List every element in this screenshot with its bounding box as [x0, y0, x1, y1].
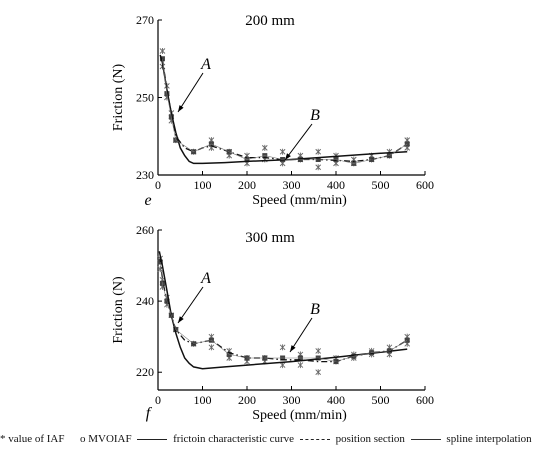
- panel-e-x-tick-label: 400: [327, 178, 345, 192]
- panel-f-annotation-arrowhead: [290, 345, 296, 352]
- panel-e-annotation-a: A: [200, 56, 211, 73]
- panel-e-annotation-arrowhead: [285, 153, 291, 160]
- panel-f-iaf-point: [297, 362, 304, 369]
- panel-f-annotation-b: B: [310, 301, 320, 318]
- panel-f-iaf-point: [315, 347, 322, 354]
- panel-f-x-tick-label: 300: [283, 393, 301, 407]
- panel-e-frictoin-characteristic-curve-line: [159, 54, 408, 165]
- legend-spline-swatch: [410, 438, 441, 440]
- panel-e-annotation-b: B: [310, 107, 320, 124]
- panel-f-x-tick-label: 600: [416, 393, 434, 407]
- panel-e-iaf-point: [279, 148, 286, 155]
- panel-e-x-tick-label: 500: [372, 178, 390, 192]
- panel-e-y-tick-label: 230: [136, 168, 154, 182]
- panel-f-title: 300 mm: [245, 230, 295, 246]
- panel-e-y-tick-label: 250: [136, 91, 154, 105]
- panel-f-x-tick-label: 0: [155, 393, 161, 407]
- panel-e-mvoiaf-point: [159, 56, 165, 62]
- panel-e-annotation-arrowhead: [178, 105, 184, 112]
- panel-f-x-tick-label: 500: [372, 393, 390, 407]
- panel-f-y-tick-label: 220: [136, 365, 154, 379]
- panel-f-y-tick-label: 260: [136, 223, 154, 237]
- panel-e-iaf-point: [261, 144, 268, 151]
- legend: * value of IAF o MVOIAF frictoin charact…: [0, 433, 550, 445]
- figure: 0 100 200 300 400 500 600 230 250 270 Speed (mm/mi…: [111, 13, 434, 423]
- panel-f-y-axis-label: Friction (N): [111, 276, 126, 344]
- panel-f-iaf-point: [157, 266, 164, 273]
- panel-e-x-tick-label: 200: [238, 178, 256, 192]
- panel-e-iaf-point: [315, 164, 322, 171]
- panel-e-x-tick-label: 300: [283, 178, 301, 192]
- panel-e-position-section-line: [161, 58, 408, 163]
- panel-f-spline-interpolation-line: [159, 261, 408, 362]
- legend-iaf: * value of IAF: [0, 433, 65, 446]
- panel-f-annotation-a: A: [200, 270, 211, 287]
- panel-e-annotation-arrow: [284, 123, 313, 161]
- panel-e-x-tick-label: 0: [155, 178, 161, 192]
- panel-f-iaf-point: [208, 344, 215, 351]
- legend-curve: frictoin characteristic curve: [173, 433, 295, 446]
- legend-spline: spline interpolation: [446, 433, 532, 446]
- panel-e-x-axis-label: Speed (mm/min): [252, 193, 347, 208]
- legend-section: position section: [335, 433, 405, 446]
- panel-f-x-tick-label: 100: [194, 393, 212, 407]
- panel-e-y-axis-label: Friction (N): [111, 64, 126, 132]
- panel-f-annotation-arrowhead: [178, 316, 184, 323]
- legend-mvoiaf: o MVOIAF: [79, 433, 132, 446]
- panel-f-iaf-point: [279, 344, 286, 351]
- panel-f-panel-letter: f: [146, 405, 153, 422]
- panel-e-title: 200 mm: [245, 13, 295, 29]
- panel-e-iaf-point: [159, 48, 166, 54]
- panel-f-iaf-point: [315, 369, 322, 376]
- legend-section-swatch: [299, 438, 330, 440]
- panel-e-x-tick-label: 100: [194, 178, 212, 192]
- panel-e-panel-letter: e: [144, 192, 151, 209]
- panel-f-annotation-arrow: [177, 286, 204, 324]
- panel-f-x-tick-label: 200: [238, 393, 256, 407]
- panel-e-annotation-arrow: [177, 72, 204, 113]
- panel-f-frictoin-characteristic-curve-line: [158, 251, 408, 370]
- panel-f-x-tick-label: 400: [327, 393, 345, 407]
- panel-f-iaf-point: [279, 362, 286, 369]
- panel-e-spline-interpolation-line: [162, 58, 408, 164]
- panel-f-y-tick-label: 240: [136, 294, 154, 308]
- panel-e-x-tick-label: 600: [416, 178, 434, 192]
- panel-f-x-axis-label: Speed (mm/min): [252, 408, 347, 423]
- panel-f-annotation-arrow: [289, 317, 313, 353]
- panel-e-iaf-point: [315, 148, 322, 155]
- legend-curve-swatch: [137, 438, 168, 440]
- panel-e-y-tick-label: 270: [136, 13, 154, 27]
